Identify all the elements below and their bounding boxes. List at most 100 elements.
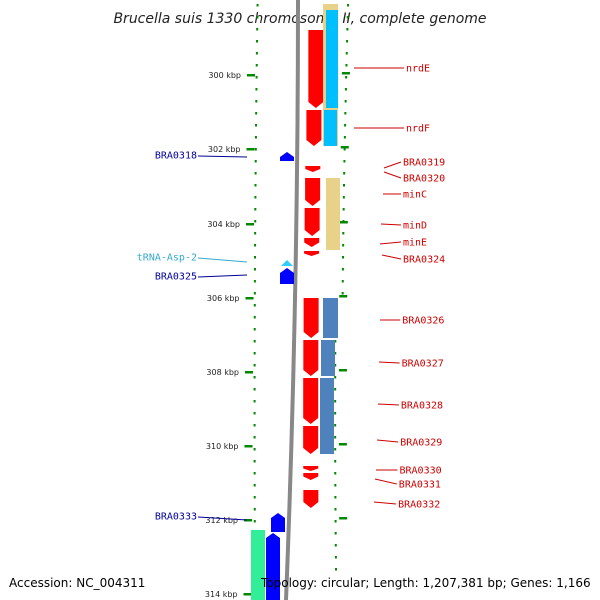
gene-label: BRA0326 — [402, 316, 444, 327]
ruler-dot — [334, 352, 337, 355]
label-leader — [373, 501, 397, 505]
ruler-dot — [255, 52, 258, 55]
ruler-dot — [254, 148, 257, 151]
ruler-dot — [253, 280, 256, 283]
ruler-dot — [253, 496, 256, 499]
forward-gene — [303, 466, 319, 471]
ruler-dot — [334, 400, 337, 403]
forward-gene — [303, 426, 319, 454]
tick-mark — [246, 223, 254, 226]
gene-label: nrdE — [406, 64, 430, 75]
ruler-dot — [255, 64, 258, 67]
ruler-dot — [334, 508, 337, 511]
ruler-dot — [347, 4, 350, 7]
gene-label: BRA0328 — [401, 401, 443, 412]
ruler-dot — [253, 412, 256, 415]
gene-label: minD — [403, 221, 427, 232]
tick-label: 314 kbp — [205, 590, 238, 599]
gene-label: BRA0332 — [398, 500, 440, 511]
label-leader — [380, 223, 402, 226]
ruler-dot — [255, 124, 258, 127]
ruler-dot — [346, 16, 349, 19]
label-leader — [376, 439, 399, 443]
gene-label: tRNA-Asp-2 — [137, 253, 197, 264]
ruler-dot — [343, 136, 346, 139]
tick-mark — [244, 445, 253, 448]
forward-gene — [303, 490, 319, 508]
ruler-dot — [334, 364, 337, 367]
ruler-dot — [334, 388, 337, 391]
tick-mark — [339, 295, 348, 298]
ruler-dot — [254, 196, 257, 199]
labels-layer: nrdE nrdF BRA0319 BRA0320 minC minD minE BRA032… — [137, 64, 445, 523]
ruler-dot — [334, 496, 337, 499]
tick-label: 302 kbp — [208, 145, 241, 154]
tick-mark — [338, 443, 347, 446]
tick-mark — [340, 146, 349, 149]
ruler-ticks-layer: 300 kbp 302 kbp 304 kbp 306 kbp 308 kbp 310 k… — [205, 71, 350, 599]
label-leader — [377, 403, 399, 406]
backbone-layer — [284, 0, 300, 600]
accession-text: Accession: NC_004311 — [9, 576, 145, 590]
ruler-dot — [255, 100, 258, 103]
ruler-dot — [342, 208, 345, 211]
label-leader — [197, 274, 248, 278]
cog-block — [251, 530, 265, 600]
reverse-gene — [266, 533, 280, 600]
ruler-dot — [342, 244, 345, 247]
ruler-dot — [256, 4, 259, 7]
forward-gene — [305, 178, 321, 206]
tick-mark — [338, 369, 347, 372]
gene-label: BRA0333 — [155, 512, 197, 523]
ruler-dot — [343, 160, 346, 163]
tick-mark — [245, 297, 254, 300]
ruler-dot — [335, 568, 338, 571]
ruler-dot — [253, 292, 256, 295]
ruler-dot — [342, 232, 345, 235]
forward-gene — [303, 473, 319, 480]
gene-label: BRA0327 — [402, 359, 444, 370]
ruler-dot — [334, 376, 337, 379]
ruler-dot — [344, 100, 347, 103]
cog-block — [321, 340, 335, 376]
ruler-dot — [253, 340, 256, 343]
ruler-dot — [254, 244, 257, 247]
ruler-dot — [253, 460, 256, 463]
gene-label: BRA0324 — [403, 255, 445, 266]
ruler-dot — [255, 76, 258, 79]
ruler-dot — [346, 40, 349, 43]
cog-block — [326, 178, 340, 250]
ruler-dot — [334, 556, 337, 559]
tick-mark — [247, 74, 255, 77]
ruler-dot — [253, 316, 256, 319]
tick-mark — [245, 371, 253, 374]
ruler-dot — [255, 112, 258, 115]
tick-mark — [243, 593, 252, 596]
forward-gene — [303, 340, 319, 376]
ruler-dot — [346, 28, 349, 31]
ruler-dot — [255, 88, 258, 91]
ruler-dot — [253, 472, 256, 475]
reverse-gene — [280, 152, 294, 161]
ruler-dot — [341, 268, 344, 271]
forward-gene — [306, 110, 322, 146]
ruler-dot — [344, 112, 347, 115]
ruler-dot — [334, 520, 337, 523]
ruler-dot — [253, 364, 256, 367]
ruler-dot — [334, 448, 337, 451]
ruler-dot — [253, 508, 256, 511]
ruler-dot — [253, 304, 256, 307]
ruler-dot — [334, 412, 337, 415]
gene-label: BRA0318 — [155, 151, 197, 162]
forward-gene — [303, 298, 319, 338]
features-layer — [266, 30, 324, 600]
ruler-dot — [254, 136, 257, 139]
ruler-dot — [343, 184, 346, 187]
tick-label: 312 kbp — [205, 516, 238, 525]
ruler-dot — [253, 268, 256, 271]
ruler-dot — [253, 448, 256, 451]
ruler-dot — [334, 424, 337, 427]
gene-label: BRA0325 — [155, 272, 197, 283]
gene-label: BRA0331 — [399, 480, 441, 491]
